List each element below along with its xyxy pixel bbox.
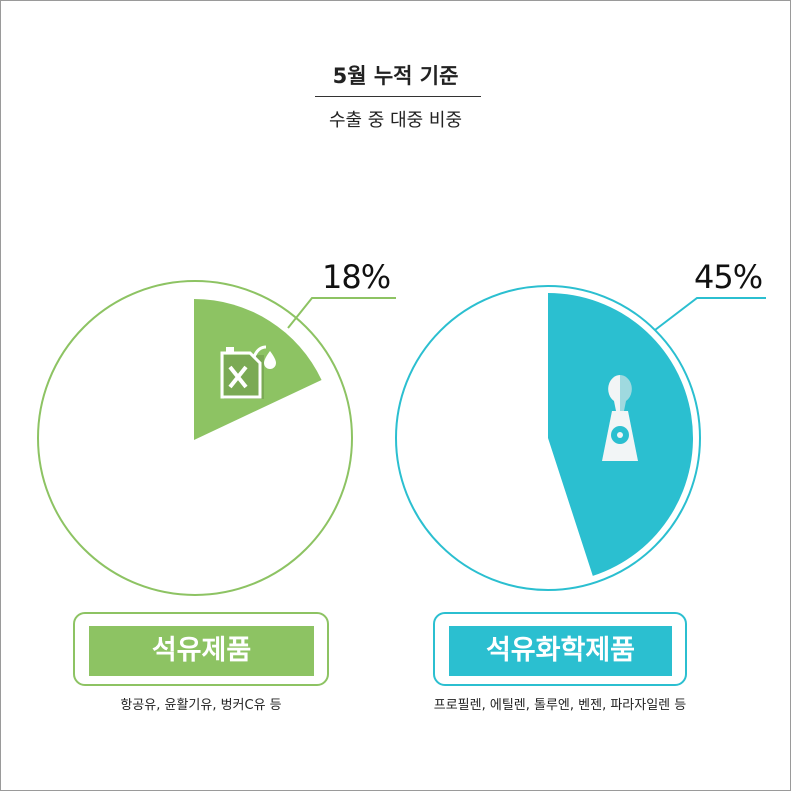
caption-petrochemical: 프로필렌, 에틸렌, 톨루엔, 벤젠, 파라자일렌 등: [433, 698, 687, 713]
category-label-petroleum: 석유제품: [89, 626, 314, 676]
pie-outline-petroleum: [37, 280, 353, 596]
chemical-flask-icon: [602, 375, 638, 461]
page-title: 5월 누적 기준: [332, 64, 459, 88]
leader-line-petroleum: [287, 297, 396, 329]
percent-label-petroleum: 18%: [322, 258, 391, 296]
title-divider: [315, 96, 481, 97]
category-box-petroleum: 석유제품: [73, 612, 329, 686]
category-label-petrochemical: 석유화학제품: [449, 626, 672, 676]
category-box-petrochemical: 석유화학제품: [433, 612, 687, 686]
percent-label-petrochemical: 45%: [694, 258, 763, 296]
caption-petroleum: 항공유, 윤활기유, 벙커C유 등: [120, 698, 282, 713]
fuel-can-icon: [220, 345, 276, 399]
pie-outline-petrochemical: [395, 285, 701, 591]
page-subtitle: 수출 중 대중 비중: [328, 110, 463, 131]
leader-line-petrochemical: [654, 297, 766, 331]
